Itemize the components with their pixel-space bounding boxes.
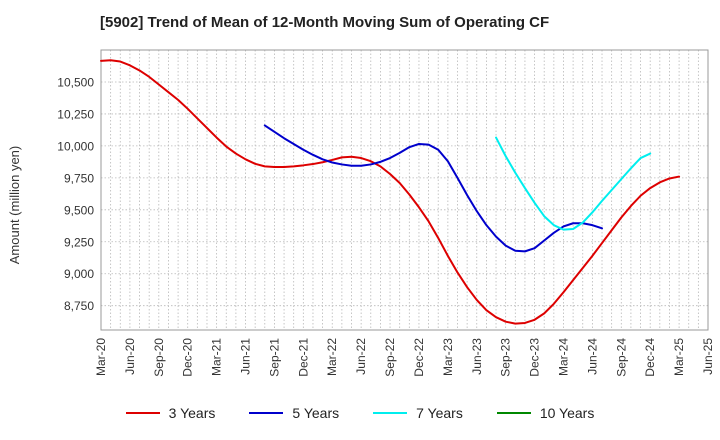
- chart-title: [5902] Trend of Mean of 12-Month Moving …: [100, 14, 550, 31]
- y-tick-label: 10,000: [57, 139, 94, 153]
- y-tick-label: 8,750: [64, 299, 94, 313]
- legend-swatch: [249, 412, 284, 414]
- x-tick-label: Mar-25: [672, 338, 686, 376]
- x-tick-label: Sep-24: [614, 338, 628, 377]
- legend-item: 10 Years: [496, 405, 595, 421]
- x-tick-label: Sep-21: [267, 338, 281, 377]
- legend-swatch: [373, 412, 408, 414]
- x-tick-label: Jun-22: [354, 338, 368, 375]
- legend-item: 3 Years: [125, 405, 216, 421]
- x-tick-label: Jun-23: [470, 338, 484, 375]
- series-line-5-years: [263, 124, 604, 253]
- legend-label: 3 Years: [168, 405, 216, 421]
- x-tick-label: Dec-22: [412, 338, 426, 377]
- legend-label: 7 Years: [416, 405, 463, 421]
- x-tick-label: Jun-21: [239, 338, 253, 375]
- chart-legend: 3 Years 5 Years 7 Years 10 Years: [0, 405, 720, 421]
- x-tick-label: Sep-20: [152, 338, 166, 377]
- series-line-3-years: [100, 59, 681, 325]
- x-tick-label: Jun-20: [123, 338, 137, 375]
- x-tick-label: Mar-22: [325, 338, 339, 376]
- legend-label: 5 Years: [292, 405, 340, 421]
- legend-item: 7 Years: [373, 405, 463, 421]
- x-tick-label: Dec-21: [296, 338, 310, 377]
- y-tick-label: 9,500: [64, 203, 94, 217]
- x-tick-label: Dec-24: [643, 338, 657, 377]
- plot-border: [100, 49, 709, 331]
- x-tick-label: Jun-24: [585, 338, 599, 375]
- series-line-7-years: [495, 136, 652, 231]
- x-tick-label: Dec-23: [528, 338, 542, 377]
- x-tick-label: Jun-25: [701, 338, 715, 375]
- x-tick-label: Mar-21: [210, 338, 224, 376]
- y-tick-label: 9,250: [64, 235, 94, 249]
- legend-swatch: [125, 412, 160, 414]
- x-tick-label: Mar-23: [441, 338, 455, 376]
- x-tick-label: Sep-22: [383, 338, 397, 377]
- x-tick-label: Sep-23: [499, 338, 513, 377]
- legend-label: 10 Years: [539, 405, 595, 421]
- y-tick-label: 9,000: [64, 267, 94, 281]
- y-tick-label: 10,250: [57, 107, 94, 121]
- y-tick-label: 9,750: [64, 171, 94, 185]
- x-tick-label: Mar-24: [556, 338, 570, 376]
- x-tick-label: Mar-20: [94, 338, 108, 376]
- legend-swatch: [496, 412, 531, 414]
- legend-item: 5 Years: [249, 405, 339, 421]
- y-axis-label: Amount (million yen): [7, 146, 22, 265]
- y-tick-label: 10,500: [57, 75, 94, 89]
- x-tick-label: Dec-20: [181, 338, 195, 377]
